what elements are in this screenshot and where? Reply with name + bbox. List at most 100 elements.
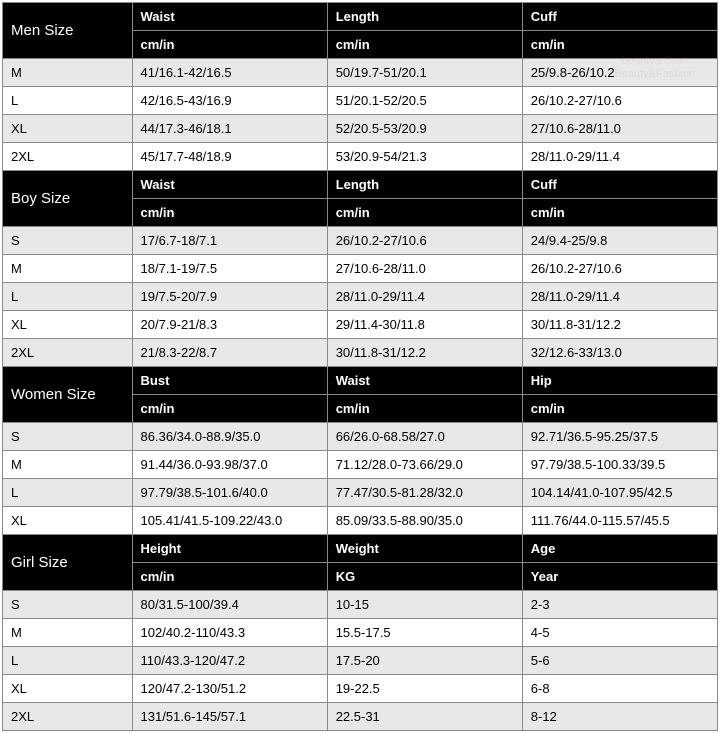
table-row: L19/7.5-20/7.928/11.0-29/11.428/11.0-29/… xyxy=(3,283,718,311)
data-cell: 85.09/33.5-88.90/35.0 xyxy=(327,507,522,535)
data-cell: 26/10.2-27/10.6 xyxy=(522,255,717,283)
table-row: 2XL45/17.7-48/18.953/20.9-54/21.328/11.0… xyxy=(3,143,718,171)
table-row: M102/40.2-110/43.315.5-17.54-5 xyxy=(3,619,718,647)
data-cell: 105.41/41.5-109.22/43.0 xyxy=(132,507,327,535)
data-cell: 30/11.8-31/12.2 xyxy=(327,339,522,367)
size-cell: S xyxy=(3,423,133,451)
column-unit: cm/in xyxy=(132,395,327,423)
column-unit: cm/in xyxy=(522,31,717,59)
data-cell: 27/10.6-28/11.0 xyxy=(522,115,717,143)
data-cell: 86.36/34.0-88.9/35.0 xyxy=(132,423,327,451)
data-cell: 20/7.9-21/8.3 xyxy=(132,311,327,339)
size-cell: 2XL xyxy=(3,143,133,171)
size-cell: L xyxy=(3,87,133,115)
column-name: Cuff xyxy=(522,171,717,199)
data-cell: 32/12.6-33/13.0 xyxy=(522,339,717,367)
section-title: Girl Size xyxy=(3,535,133,591)
data-cell: 111.76/44.0-115.57/45.5 xyxy=(522,507,717,535)
data-cell: 104.14/41.0-107.95/42.5 xyxy=(522,479,717,507)
data-cell: 19-22.5 xyxy=(327,675,522,703)
column-name: Length xyxy=(327,171,522,199)
size-cell: M xyxy=(3,255,133,283)
size-cell: XL xyxy=(3,675,133,703)
data-cell: 30/11.8-31/12.2 xyxy=(522,311,717,339)
size-cell: 2XL xyxy=(3,339,133,367)
data-cell: 27/10.6-28/11.0 xyxy=(327,255,522,283)
column-unit: cm/in xyxy=(522,395,717,423)
column-name: Weight xyxy=(327,535,522,563)
data-cell: 5-6 xyxy=(522,647,717,675)
column-name: Length xyxy=(327,3,522,31)
data-cell: 10-15 xyxy=(327,591,522,619)
column-name: Waist xyxy=(132,3,327,31)
data-cell: 91.44/36.0-93.98/37.0 xyxy=(132,451,327,479)
table-row: 2XL21/8.3-22/8.730/11.8-31/12.232/12.6-3… xyxy=(3,339,718,367)
data-cell: 28/11.0-29/11.4 xyxy=(327,283,522,311)
data-cell: 42/16.5-43/16.9 xyxy=(132,87,327,115)
section-title: Women Size xyxy=(3,367,133,423)
data-cell: 71.12/28.0-73.66/29.0 xyxy=(327,451,522,479)
table-row: M41/16.1-42/16.550/19.7-51/20.125/9.8-26… xyxy=(3,59,718,87)
column-name: Bust xyxy=(132,367,327,395)
data-cell: 26/10.2-27/10.6 xyxy=(327,227,522,255)
data-cell: 53/20.9-54/21.3 xyxy=(327,143,522,171)
column-unit: cm/in xyxy=(327,199,522,227)
column-unit: cm/in xyxy=(327,395,522,423)
table-row: XL120/47.2-130/51.219-22.56-8 xyxy=(3,675,718,703)
data-cell: 97.79/38.5-101.6/40.0 xyxy=(132,479,327,507)
data-cell: 120/47.2-130/51.2 xyxy=(132,675,327,703)
data-cell: 2-3 xyxy=(522,591,717,619)
data-cell: 24/9.4-25/9.8 xyxy=(522,227,717,255)
data-cell: 21/8.3-22/8.7 xyxy=(132,339,327,367)
data-cell: 44/17.3-46/18.1 xyxy=(132,115,327,143)
size-cell: XL xyxy=(3,311,133,339)
data-cell: 17.5-20 xyxy=(327,647,522,675)
data-cell: 66/26.0-68.58/27.0 xyxy=(327,423,522,451)
data-cell: 80/31.5-100/39.4 xyxy=(132,591,327,619)
data-cell: 50/19.7-51/20.1 xyxy=(327,59,522,87)
table-row: 2XL131/51.6-145/57.122.5-318-12 xyxy=(3,703,718,731)
table-row: S86.36/34.0-88.9/35.066/26.0-68.58/27.09… xyxy=(3,423,718,451)
data-cell: 15.5-17.5 xyxy=(327,619,522,647)
data-cell: 22.5-31 xyxy=(327,703,522,731)
table-row: XL20/7.9-21/8.329/11.4-30/11.830/11.8-31… xyxy=(3,311,718,339)
section-title: Men Size xyxy=(3,3,133,59)
table-row: L42/16.5-43/16.951/20.1-52/20.526/10.2-2… xyxy=(3,87,718,115)
data-cell: 131/51.6-145/57.1 xyxy=(132,703,327,731)
data-cell: 25/9.8-26/10.2 xyxy=(522,59,717,87)
data-cell: 29/11.4-30/11.8 xyxy=(327,311,522,339)
column-unit: cm/in xyxy=(132,31,327,59)
table-row: M18/7.1-19/7.527/10.6-28/11.026/10.2-27/… xyxy=(3,255,718,283)
data-cell: 26/10.2-27/10.6 xyxy=(522,87,717,115)
data-cell: 28/11.0-29/11.4 xyxy=(522,143,717,171)
size-cell: M xyxy=(3,619,133,647)
table-row: XL105.41/41.5-109.22/43.085.09/33.5-88.9… xyxy=(3,507,718,535)
size-cell: M xyxy=(3,451,133,479)
table-row: S80/31.5-100/39.410-152-3 xyxy=(3,591,718,619)
table-row: M91.44/36.0-93.98/37.071.12/28.0-73.66/2… xyxy=(3,451,718,479)
size-cell: XL xyxy=(3,507,133,535)
section-title: Boy Size xyxy=(3,171,133,227)
size-chart-table: Men SizeWaistLengthCuffcm/incm/incm/inM4… xyxy=(2,2,718,731)
data-cell: 110/43.3-120/47.2 xyxy=(132,647,327,675)
data-cell: 8-12 xyxy=(522,703,717,731)
size-cell: S xyxy=(3,227,133,255)
data-cell: 18/7.1-19/7.5 xyxy=(132,255,327,283)
size-cell: 2XL xyxy=(3,703,133,731)
size-cell: L xyxy=(3,283,133,311)
column-unit: cm/in xyxy=(522,199,717,227)
data-cell: 6-8 xyxy=(522,675,717,703)
column-name: Waist xyxy=(327,367,522,395)
data-cell: 19/7.5-20/7.9 xyxy=(132,283,327,311)
data-cell: 4-5 xyxy=(522,619,717,647)
table-row: L110/43.3-120/47.217.5-205-6 xyxy=(3,647,718,675)
size-cell: S xyxy=(3,591,133,619)
data-cell: 51/20.1-52/20.5 xyxy=(327,87,522,115)
size-cell: XL xyxy=(3,115,133,143)
size-cell: L xyxy=(3,647,133,675)
data-cell: 92.71/36.5-95.25/37.5 xyxy=(522,423,717,451)
size-cell: L xyxy=(3,479,133,507)
data-cell: 41/16.1-42/16.5 xyxy=(132,59,327,87)
column-unit: cm/in xyxy=(132,199,327,227)
size-cell: M xyxy=(3,59,133,87)
